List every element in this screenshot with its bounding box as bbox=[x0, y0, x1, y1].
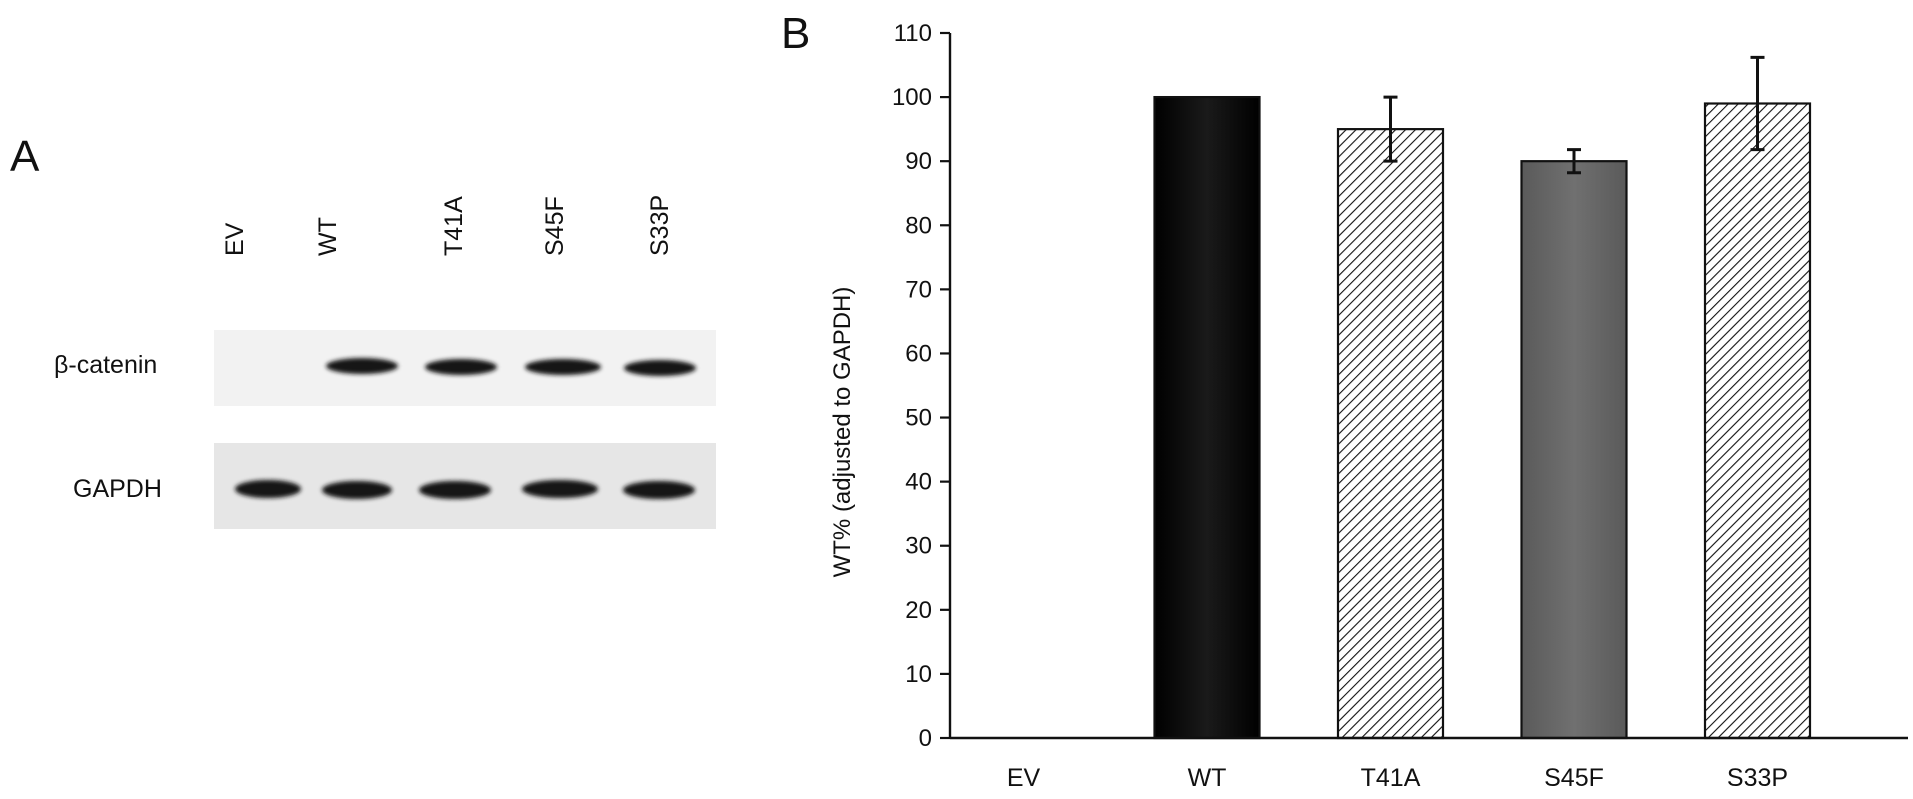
bar-s33p bbox=[1703, 102, 1812, 740]
y-tick-label: 70 bbox=[905, 276, 932, 303]
y-tick-label: 90 bbox=[905, 148, 932, 175]
band-beta-catenin-wt bbox=[326, 358, 398, 374]
bars bbox=[1153, 95, 1812, 740]
lane-label-s45f: S45F bbox=[541, 196, 569, 256]
lane-label-ev: EV bbox=[221, 222, 249, 256]
band-gapdh-wt bbox=[322, 481, 392, 499]
y-tick-label: 80 bbox=[905, 212, 932, 239]
bar-wt bbox=[1153, 95, 1261, 740]
band-beta-catenin-s45f bbox=[525, 359, 601, 375]
band-beta-catenin-s33p bbox=[624, 360, 696, 376]
y-axis-ticks: 0 10 20 30 40 50 60 70 80 90 100 110 bbox=[892, 20, 950, 752]
error-bars bbox=[1383, 55, 1765, 175]
band-gapdh-s33p bbox=[623, 481, 695, 499]
error-bar-s45f bbox=[1567, 148, 1581, 175]
panel-b-letter: B bbox=[781, 9, 810, 58]
y-tick-label: 10 bbox=[905, 661, 932, 688]
band-gapdh-ev bbox=[235, 480, 301, 498]
panel-a-western-blot: A EV WT T41A S45F S33P β-catenin GAPDH bbox=[10, 132, 716, 529]
error-bar-t41a bbox=[1383, 95, 1398, 163]
band-beta-catenin-t41a bbox=[425, 359, 497, 375]
category-label-t41a: T41A bbox=[1361, 764, 1421, 792]
blot-strip-gapdh bbox=[214, 443, 716, 529]
y-axis-title: WT% (adjusted to GAPDH) bbox=[829, 287, 856, 578]
y-tick-label: 60 bbox=[905, 340, 932, 367]
category-label-s33p: S33P bbox=[1727, 764, 1788, 792]
y-tick-label: 110 bbox=[894, 20, 932, 47]
panel-b-bar-chart: B WT% (adjusted to GAPDH) 0 10 20 30 40 50 60 7… bbox=[781, 9, 1908, 792]
category-label-s45f: S45F bbox=[1544, 764, 1604, 792]
row-label-beta-catenin: β-catenin bbox=[54, 351, 157, 379]
lane-label-wt: WT bbox=[314, 217, 342, 256]
lane-label-s33p: S33P bbox=[646, 195, 674, 256]
y-tick-label: 40 bbox=[905, 469, 932, 496]
category-labels: EV WT T41A S45F S33P bbox=[1007, 764, 1788, 792]
category-label-wt: WT bbox=[1188, 764, 1227, 792]
y-tick-label: 100 bbox=[892, 84, 932, 111]
y-tick-label: 20 bbox=[905, 597, 932, 624]
category-label-ev: EV bbox=[1007, 764, 1041, 792]
row-label-gapdh: GAPDH bbox=[73, 475, 162, 503]
lane-label-t41a: T41A bbox=[440, 196, 468, 256]
blot-strip-beta-catenin bbox=[214, 330, 716, 406]
bar-s45f bbox=[1520, 160, 1628, 740]
band-gapdh-t41a bbox=[419, 481, 491, 499]
y-tick-label: 0 bbox=[919, 725, 932, 752]
error-bar-s33p bbox=[1750, 55, 1765, 152]
y-tick-label: 30 bbox=[905, 533, 932, 560]
panel-a-letter: A bbox=[10, 132, 40, 181]
band-gapdh-s45f bbox=[522, 480, 598, 498]
bar-t41a bbox=[1336, 128, 1445, 740]
lane-labels: EV WT T41A S45F S33P bbox=[221, 195, 674, 256]
y-tick-label: 50 bbox=[905, 405, 932, 432]
